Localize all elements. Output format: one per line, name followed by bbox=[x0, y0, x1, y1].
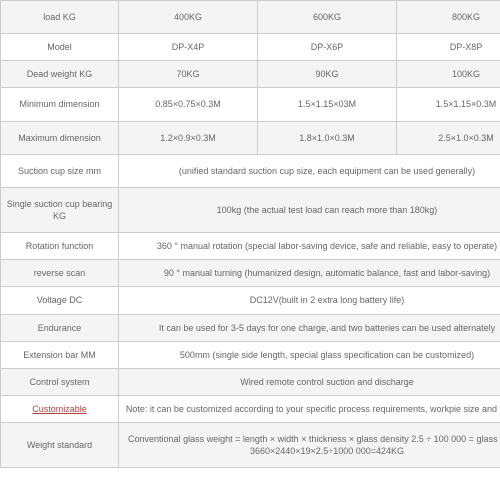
singlecup-value: 100kg (the actual test load can reach mo… bbox=[119, 187, 500, 232]
model-x6p: DP-X6P bbox=[258, 34, 397, 61]
rotation-value: 360 ° manual rotation (special labor-sav… bbox=[119, 233, 500, 260]
header-load: load KG bbox=[1, 1, 119, 34]
endurance-value: It can be used for 3-5 days for one char… bbox=[119, 314, 500, 341]
voltage-label: Voltage DC bbox=[1, 287, 119, 314]
deadweight-90: 90KG bbox=[258, 61, 397, 88]
header-600: 600KG bbox=[258, 1, 397, 34]
row-voltage: Voltage DC DC12V(built in 2 extra long b… bbox=[1, 287, 500, 314]
custom-value: Note: it can be customized according to … bbox=[119, 395, 500, 422]
row-singlecup: Single suction cup bearing KG 100kg (the… bbox=[1, 187, 500, 232]
model-x8p: DP-X8P bbox=[397, 34, 500, 61]
model-label: Model bbox=[1, 34, 119, 61]
voltage-value: DC12V(built in 2 extra long battery life… bbox=[119, 287, 500, 314]
cupsize-value: (unified standard suction cup size, each… bbox=[119, 154, 500, 187]
reverse-label: reverse scan bbox=[1, 260, 119, 287]
row-header: load KG 400KG 600KG 800KG bbox=[1, 1, 500, 34]
header-800: 800KG bbox=[397, 1, 500, 34]
row-custom: Customizable Note: it can be customized … bbox=[1, 395, 500, 422]
maxdim-1: 1.2×0.9×0.3M bbox=[119, 121, 258, 154]
deadweight-70: 70KG bbox=[119, 61, 258, 88]
custom-label: Customizable bbox=[1, 395, 119, 422]
model-x4p: DP-X4P bbox=[119, 34, 258, 61]
row-extbar: Extension bar MM 500mm (single side leng… bbox=[1, 341, 500, 368]
row-model: Model DP-X4P DP-X6P DP-X8P bbox=[1, 34, 500, 61]
row-endurance: Endurance It can be used for 3-5 days fo… bbox=[1, 314, 500, 341]
maxdim-2: 1.8×1.0×0.3M bbox=[258, 121, 397, 154]
deadweight-100: 100KG bbox=[397, 61, 500, 88]
mindim-1: 0.85×0.75×0.3M bbox=[119, 88, 258, 121]
mindim-label: Minimum dimension bbox=[1, 88, 119, 121]
header-400: 400KG bbox=[119, 1, 258, 34]
row-rotation: Rotation function 360 ° manual rotation … bbox=[1, 233, 500, 260]
singlecup-label: Single suction cup bearing KG bbox=[1, 187, 119, 232]
row-deadweight: Dead weight KG 70KG 90KG 100KG bbox=[1, 61, 500, 88]
extbar-label: Extension bar MM bbox=[1, 341, 119, 368]
weightstd-label: Weight standard bbox=[1, 423, 119, 468]
control-label: Control system bbox=[1, 368, 119, 395]
mindim-2: 1.5×1.15×03M bbox=[258, 88, 397, 121]
row-cupsize: Suction cup size mm (unified standard su… bbox=[1, 154, 500, 187]
row-maxdim: Maximum dimension 1.2×0.9×0.3M 1.8×1.0×0… bbox=[1, 121, 500, 154]
mindim-3: 1.5×1.15×0.3M bbox=[397, 88, 500, 121]
row-reverse: reverse scan 90 ° manual turning (humani… bbox=[1, 260, 500, 287]
cupsize-label: Suction cup size mm bbox=[1, 154, 119, 187]
reverse-value: 90 ° manual turning (humanized design, a… bbox=[119, 260, 500, 287]
maxdim-3: 2.5×1.0×0.3M bbox=[397, 121, 500, 154]
extbar-value: 500mm (single side length, special glass… bbox=[119, 341, 500, 368]
rotation-label: Rotation function bbox=[1, 233, 119, 260]
maxdim-label: Maximum dimension bbox=[1, 121, 119, 154]
row-control: Control system Wired remote control suct… bbox=[1, 368, 500, 395]
control-value: Wired remote control suction and dischar… bbox=[119, 368, 500, 395]
row-weightstd: Weight standard Conventional glass weigh… bbox=[1, 423, 500, 468]
row-mindim: Minimum dimension 0.85×0.75×0.3M 1.5×1.1… bbox=[1, 88, 500, 121]
endurance-label: Endurance bbox=[1, 314, 119, 341]
deadweight-label: Dead weight KG bbox=[1, 61, 119, 88]
weightstd-value: Conventional glass weight = length × wid… bbox=[119, 423, 500, 468]
